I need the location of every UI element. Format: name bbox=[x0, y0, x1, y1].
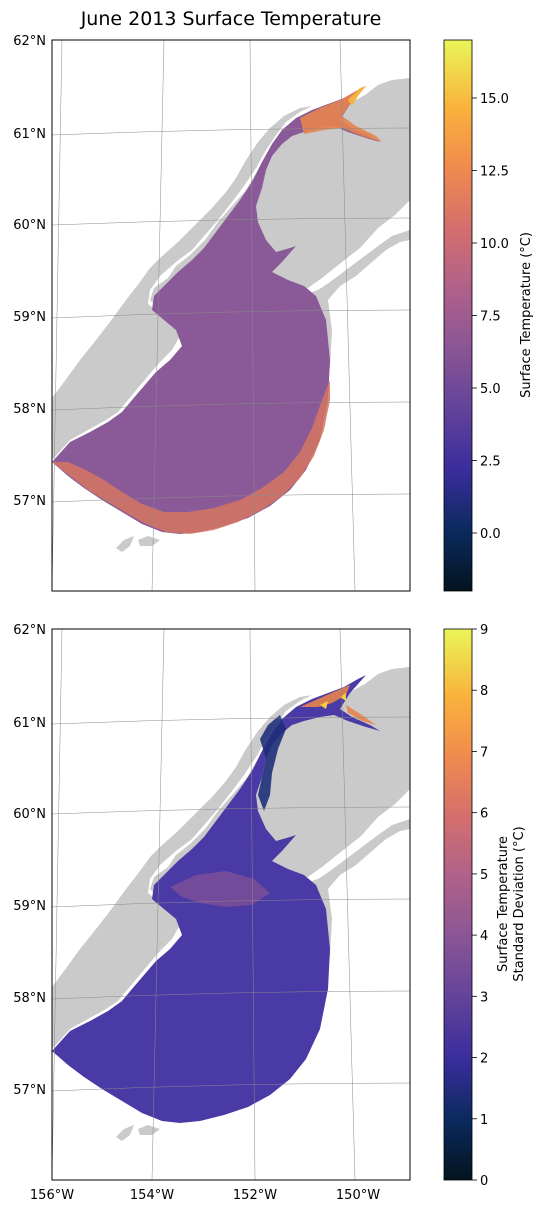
colorbar-bottom: 0 1 2 3 4 5 6 7 8 9 Surface Temperature Standard … bbox=[443, 623, 527, 1189]
colorbar-tick-label: 6 bbox=[480, 807, 488, 822]
graticule bbox=[52, 40, 410, 591]
colorbar-tick-label: 7 bbox=[480, 745, 488, 760]
ocean-hot-spot bbox=[348, 86, 366, 106]
ocean-region bbox=[52, 86, 380, 534]
lat-tick-label: 59°N bbox=[13, 899, 46, 914]
colorbar-tick-label: 12.5 bbox=[480, 165, 509, 180]
colorbar-ticks: 0 1 2 3 4 5 6 7 8 9 bbox=[472, 623, 488, 1189]
colorbar-tick-label: 2.5 bbox=[480, 455, 501, 470]
colorbar-gradient bbox=[443, 628, 473, 1181]
colorbar-top: 0.0 2.5 5.0 7.5 10.0 12.5 15.0 Surface Tempera… bbox=[443, 39, 534, 592]
colorbar-ticks: 0.0 2.5 5.0 7.5 10.0 12.5 15.0 bbox=[472, 92, 509, 542]
island-small bbox=[116, 536, 160, 552]
lon-tick-label: 154°W bbox=[130, 1188, 174, 1203]
lat-tick-label: 59°N bbox=[13, 310, 46, 325]
island-small bbox=[116, 1125, 160, 1141]
lon-tick-label: 156°W bbox=[30, 1188, 74, 1203]
colorbar-tick-label: 0 bbox=[480, 1174, 488, 1189]
lat-tick-label: 60°N bbox=[13, 218, 46, 233]
colorbar-tick-label: 8 bbox=[480, 684, 488, 699]
ocean-warm-upper bbox=[300, 86, 382, 142]
colorbar-tick-label: 5.0 bbox=[480, 382, 501, 397]
lat-tick-label: 61°N bbox=[13, 716, 46, 731]
lat-tick-label: 62°N bbox=[13, 34, 46, 49]
colorbar-label-line-1: Surface Temperature bbox=[496, 836, 511, 972]
lat-tick-label: 58°N bbox=[13, 991, 46, 1006]
map-frame bbox=[51, 628, 411, 1181]
lat-tick-label: 62°N bbox=[13, 623, 46, 638]
lat-tick-label: 57°N bbox=[13, 494, 46, 509]
colorbar-tick-label: 2 bbox=[480, 1052, 488, 1067]
colorbar-tick-label: 15.0 bbox=[480, 92, 509, 107]
colorbar-label-line-2: Standard Deviation (°C) bbox=[512, 826, 527, 981]
lon-tick-labels: 156°W 154°W 152°W 150°W bbox=[30, 1188, 380, 1203]
colorbar-gradient bbox=[443, 39, 473, 592]
map-frame bbox=[51, 39, 411, 592]
lat-tick-label: 60°N bbox=[13, 807, 46, 822]
colorbar-tick-label: 5 bbox=[480, 868, 488, 883]
colorbar-tick-label: 4 bbox=[480, 929, 488, 944]
lat-tick-label: 57°N bbox=[13, 1083, 46, 1098]
colorbar-tick-label: 9 bbox=[480, 623, 488, 638]
ocean-high-variance bbox=[300, 685, 376, 725]
colorbar-tick-label: 0.0 bbox=[480, 527, 501, 542]
ocean-peak-variance bbox=[320, 693, 346, 709]
map-panel-bottom: 62°N 61°N 60°N 59°N 58°N 57°N 156°W 154°W 152°W… bbox=[13, 623, 411, 1203]
colorbar-label: Surface Temperature (°C) bbox=[519, 232, 534, 398]
colorbar-tick-label: 7.5 bbox=[480, 310, 501, 325]
chart-title: June 2013 Surface Temperature bbox=[80, 8, 382, 30]
map-panel-top: 62°N 61°N 60°N 59°N 58°N 57°N bbox=[13, 34, 411, 592]
lat-tick-label: 61°N bbox=[13, 127, 46, 142]
lat-tick-labels: 62°N 61°N 60°N 59°N 58°N 57°N bbox=[13, 623, 46, 1098]
lon-tick-label: 152°W bbox=[233, 1188, 277, 1203]
lat-tick-labels: 62°N 61°N 60°N 59°N 58°N 57°N bbox=[13, 34, 46, 509]
ocean-low-variance bbox=[258, 715, 286, 811]
graticule bbox=[52, 629, 410, 1180]
colorbar-tick-label: 3 bbox=[480, 990, 488, 1005]
colorbar-tick-label: 1 bbox=[480, 1113, 488, 1128]
colorbar-tick-label: 10.0 bbox=[480, 237, 509, 252]
std-deviation-field bbox=[52, 675, 380, 1123]
lon-tick-label: 150°W bbox=[336, 1188, 380, 1203]
ocean-mid-variance bbox=[170, 871, 270, 907]
lat-tick-label: 58°N bbox=[13, 402, 46, 417]
